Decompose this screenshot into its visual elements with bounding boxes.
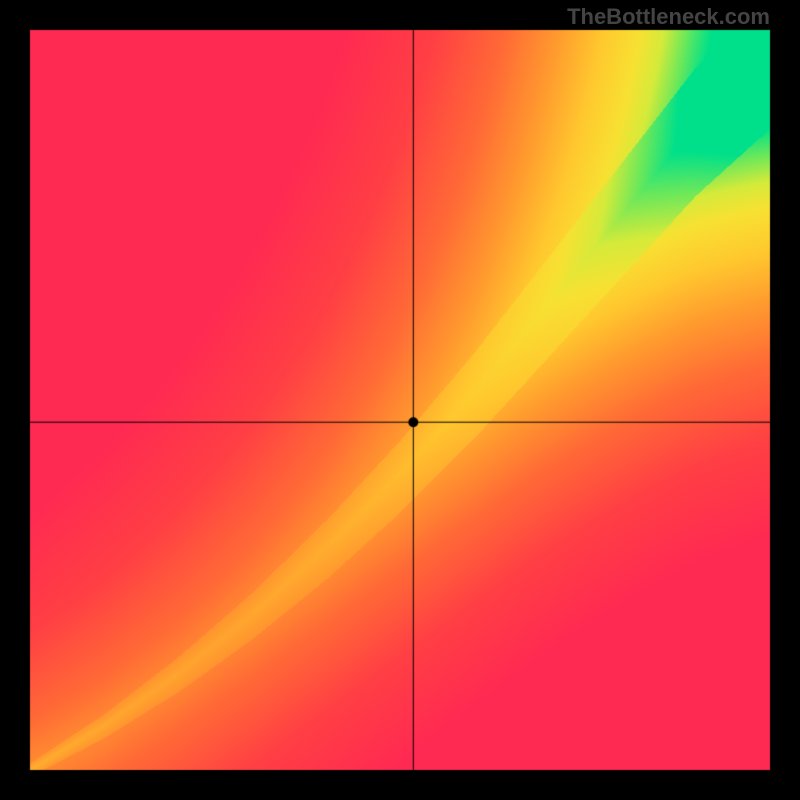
bottleneck-heatmap [0,0,800,800]
chart-container: TheBottleneck.com [0,0,800,800]
watermark-text: TheBottleneck.com [567,4,770,30]
